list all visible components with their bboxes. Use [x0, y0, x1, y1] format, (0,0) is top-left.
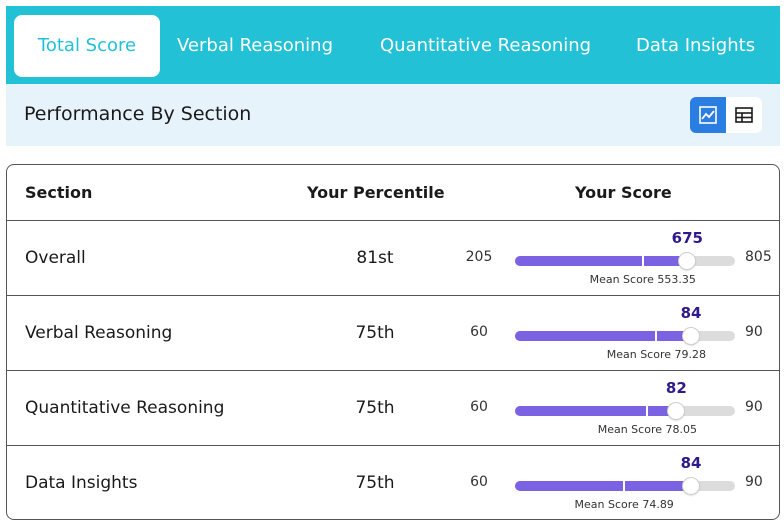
score-value: 675 — [671, 229, 703, 247]
page-title: Performance By Section — [24, 103, 252, 125]
section-name: Data Insights — [25, 473, 138, 493]
score-value: 82 — [665, 379, 687, 397]
mean-score-label: Mean Score 78.05 — [597, 423, 697, 436]
score-knob — [679, 253, 696, 269]
score-knob — [668, 403, 685, 419]
mean-marker — [641, 256, 644, 266]
range-min: 60 — [470, 399, 488, 415]
mean-score-label: Mean Score 79.28 — [606, 348, 706, 361]
mean-marker — [646, 406, 649, 416]
mean-score-label: Mean Score 553.35 — [589, 273, 696, 286]
table-view-button[interactable] — [726, 97, 762, 133]
table-icon — [735, 107, 753, 123]
mean-marker — [623, 481, 626, 491]
section-name: Verbal Reasoning — [25, 323, 173, 343]
header-section: Section — [25, 183, 93, 202]
section-name: Overall — [25, 248, 86, 268]
table-header: Section Your Percentile Your Score — [7, 165, 779, 221]
score-bar — [515, 253, 735, 269]
performance-table: Section Your Percentile Your Score Overa… — [6, 164, 780, 520]
score-bar-fill — [515, 481, 691, 491]
range-min: 60 — [470, 324, 488, 340]
tab-data-insights[interactable]: Data Insights — [636, 35, 756, 56]
header-percentile: Your Percentile — [307, 183, 445, 202]
tab-verbal-reasoning[interactable]: Verbal Reasoning — [177, 35, 334, 56]
range-max: 90 — [745, 474, 763, 490]
score-bar-fill — [515, 331, 691, 341]
mean-score-label: Mean Score 74.89 — [574, 498, 674, 511]
section-tab-bar: Total Score Verbal Reasoning Quantitativ… — [6, 6, 780, 84]
score-bar — [515, 328, 735, 344]
tab-total-score[interactable]: Total Score — [14, 15, 160, 77]
chart-icon — [699, 106, 717, 124]
score-value: 84 — [680, 304, 702, 322]
section-header: Performance By Section — [6, 84, 780, 146]
range-min: 60 — [470, 474, 488, 490]
percentile-value: 81st — [356, 248, 394, 268]
percentile-value: 75th — [355, 323, 395, 343]
range-max: 90 — [745, 324, 763, 340]
section-name: Quantitative Reasoning — [25, 398, 225, 418]
score-bar — [515, 478, 735, 494]
table-row: Overall 81st 205 675 Mean Score 553.35 8… — [7, 221, 779, 296]
score-bar-fill — [515, 406, 677, 416]
table-row: Verbal Reasoning 75th 60 84 Mean Score 7… — [7, 296, 779, 371]
percentile-value: 75th — [355, 398, 395, 418]
score-knob — [683, 328, 699, 344]
table-row: Data Insights 75th 60 84 Mean Score 74.8… — [7, 446, 779, 519]
chart-view-button[interactable] — [690, 97, 726, 133]
range-min: 205 — [465, 249, 493, 265]
percentile-value: 75th — [355, 473, 395, 493]
range-max: 805 — [745, 249, 772, 265]
range-max: 90 — [745, 399, 763, 415]
table-row: Quantitative Reasoning 75th 60 82 Mean S… — [7, 371, 779, 446]
score-value: 84 — [680, 454, 702, 472]
score-bar — [515, 403, 735, 419]
mean-marker — [655, 331, 658, 341]
tab-quantitative-reasoning[interactable]: Quantitative Reasoning — [380, 35, 592, 56]
header-score: Your Score — [575, 183, 672, 202]
score-knob — [683, 478, 699, 494]
score-bar-fill — [515, 256, 688, 266]
